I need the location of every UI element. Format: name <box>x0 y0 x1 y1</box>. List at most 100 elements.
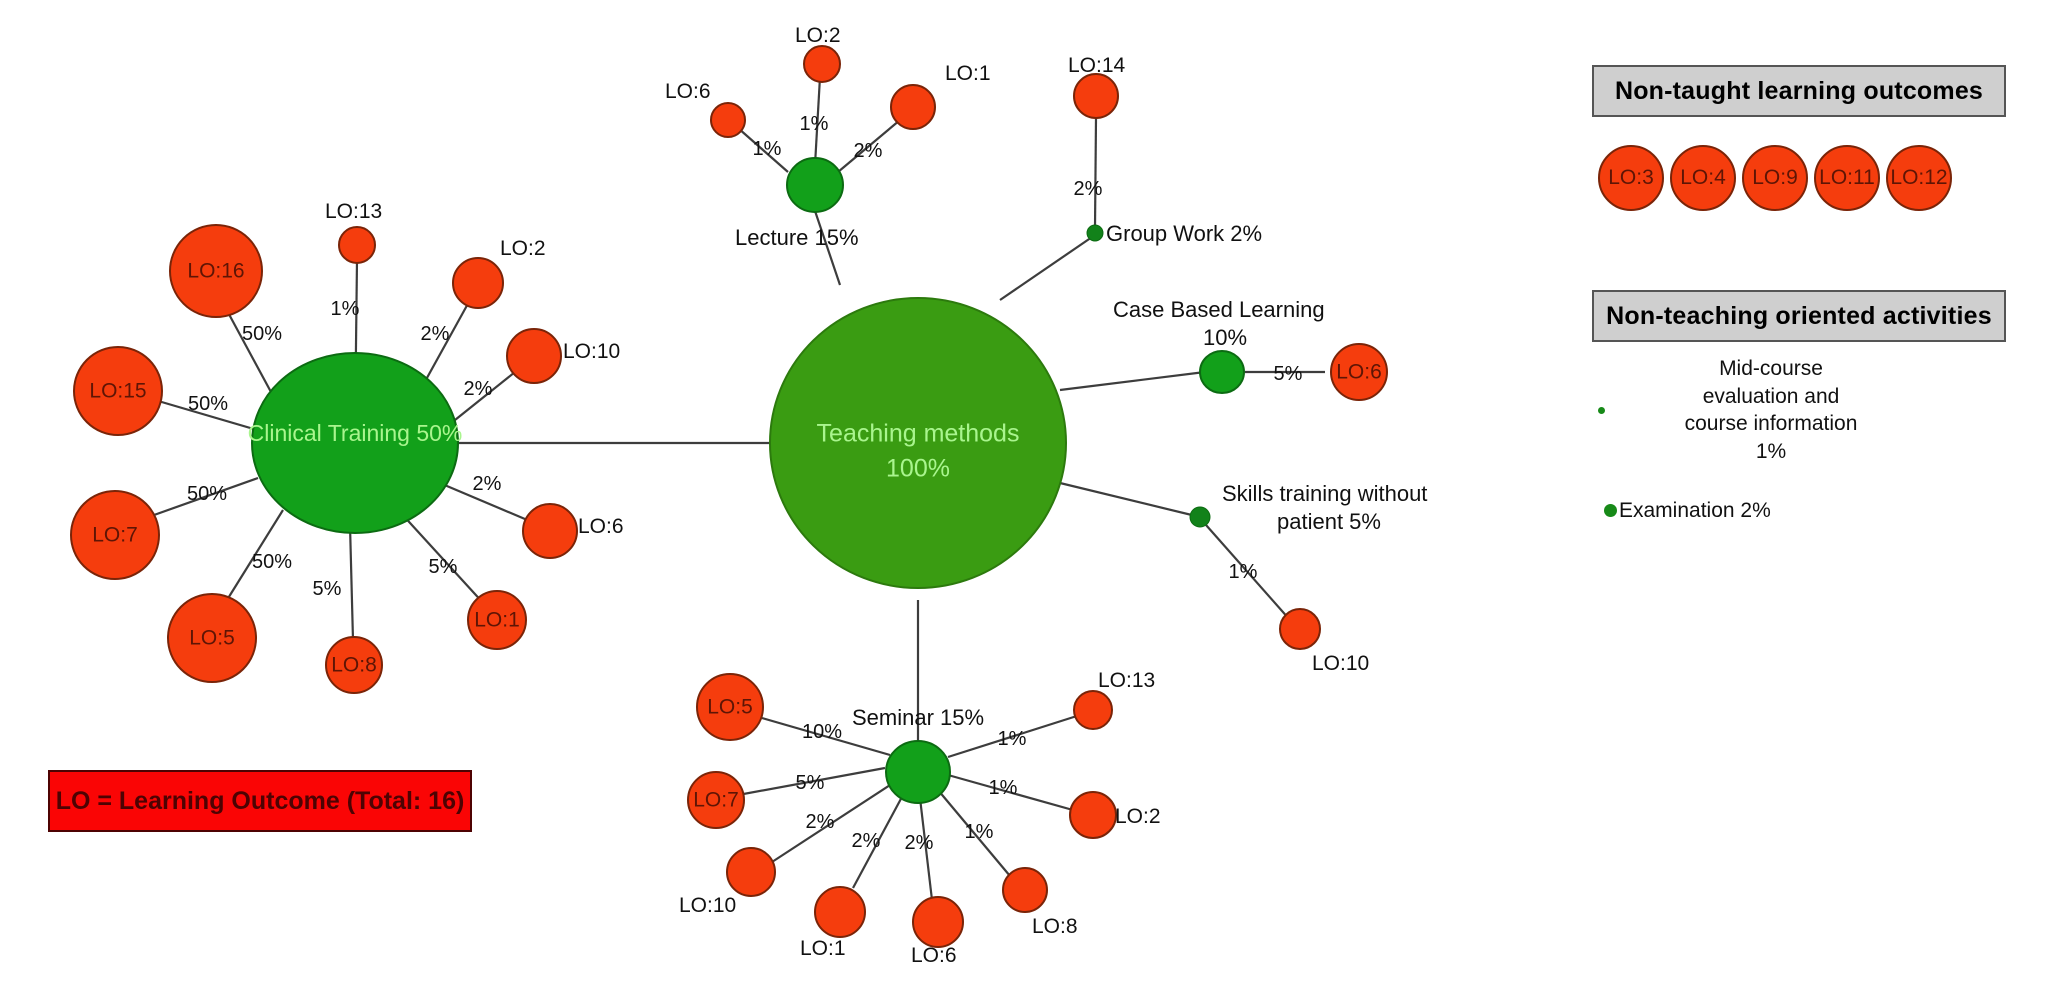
legend-lo-key: LO = Learning Outcome (Total: 16) <box>48 770 472 832</box>
legend-nontaught-header: Non-taught learning outcomes <box>1592 65 2006 117</box>
lo-node-clinical-8-label: LO:1 <box>474 609 520 632</box>
legend-lo-12-label: LO:12 <box>1890 166 1948 189</box>
lo-node-lecture-0-label: LO:6 <box>665 80 711 103</box>
lo-node-cbl-0[interactable] <box>1330 343 1388 401</box>
lo-node-skills-0[interactable] <box>1279 608 1321 650</box>
green-dot-icon <box>1598 406 1605 414</box>
lo-node-clinical-2-label: LO:7 <box>92 524 138 547</box>
lo-node-seminar-6-label: LO:2 <box>1115 805 1161 828</box>
legend-lo-9[interactable]: LO:9 <box>1742 145 1808 211</box>
lo-node-clinical-6-label: LO:10 <box>563 340 620 363</box>
legend-lo-4[interactable]: LO:4 <box>1670 145 1736 211</box>
green-dot-icon <box>1604 504 1617 518</box>
hub-skills-training-label-line2: patient 5% <box>1277 509 1381 534</box>
lo-node-seminar-1[interactable] <box>687 771 745 829</box>
cluster-seminar: Seminar 15% LO:5 10% LO:7 5% LO:10 2% LO… <box>679 669 1161 967</box>
edge-pct-clinical-0: 50% <box>242 323 282 345</box>
hub-case-based-learning-label-line1: Case Based Learning <box>1113 297 1325 322</box>
lo-node-seminar-2-label: LO:10 <box>679 894 736 917</box>
cluster-group-work: Group Work 2% LO:14 2% <box>1068 54 1262 246</box>
hub-case-based-learning-label-line2: 10% <box>1203 325 1247 350</box>
legend-item-mid-course-evaluation-label: Mid-course evaluation and course informati… <box>1611 355 1931 466</box>
lo-node-clinical-5[interactable] <box>452 257 504 309</box>
edge-pct-clinical-9: 5% <box>313 578 342 600</box>
lo-node-seminar-2[interactable] <box>726 847 776 897</box>
edge-lecture-LO6 <box>737 127 789 173</box>
hub-group-work-label: Group Work 2% <box>1106 221 1262 246</box>
edge-pct-cbl-0: 5% <box>1274 363 1303 385</box>
node-teaching-methods[interactable] <box>769 297 1067 589</box>
edge-root-to-lecture <box>811 204 842 286</box>
lo-node-clinical-1-label: LO:15 <box>89 380 146 403</box>
edge-clinical-LO8 <box>348 524 355 641</box>
lo-node-lecture-2[interactable] <box>890 84 936 130</box>
hub-lecture[interactable] <box>786 157 844 213</box>
edge-root-to-case-based-learning <box>1059 370 1206 392</box>
edge-pct-clinical-3: 50% <box>252 551 292 573</box>
legend-nontaught-items: LO:3 LO:4 LO:9 LO:11 LO:12 <box>1598 140 1998 216</box>
edge-pct-lecture-2: 2% <box>854 140 883 162</box>
edge-lecture-LO2 <box>813 76 822 166</box>
edge-seminar-LO5 <box>761 716 891 757</box>
lo-node-groupwork-0[interactable] <box>1073 73 1119 119</box>
hub-skills-training[interactable] <box>1189 506 1211 528</box>
lo-node-clinical-9[interactable] <box>325 636 383 694</box>
lo-node-clinical-1[interactable] <box>73 346 163 436</box>
lo-node-clinical-0[interactable] <box>169 224 263 318</box>
lo-node-seminar-6[interactable] <box>1069 791 1117 839</box>
cluster-lecture: Lecture 15% LO:6 1% LO:2 1% LO:1 2% <box>665 24 991 250</box>
edge-pct-clinical-4: 1% <box>331 298 360 320</box>
lo-node-clinical-8[interactable] <box>467 590 527 650</box>
legend-lo-11[interactable]: LO:11 <box>1814 145 1880 211</box>
edge-pct-seminar-6: 1% <box>989 777 1018 799</box>
lo-node-seminar-1-label: LO:7 <box>693 789 739 812</box>
lo-node-lecture-0[interactable] <box>710 102 746 138</box>
lo-node-seminar-4[interactable] <box>912 896 964 948</box>
hub-lecture-label: Lecture 15% <box>735 225 859 250</box>
edge-group-root <box>455 204 1206 755</box>
hub-seminar[interactable] <box>885 740 951 804</box>
edge-lecture-LO1 <box>837 119 901 173</box>
lo-node-seminar-7[interactable] <box>1073 690 1113 730</box>
hub-group-work[interactable] <box>1086 224 1104 242</box>
mid-course-line4: 1% <box>1755 440 1787 464</box>
edge-pct-seminar-3: 2% <box>852 830 881 852</box>
lo-node-seminar-0[interactable] <box>696 673 764 741</box>
hub-clinical-training[interactable] <box>251 352 459 534</box>
lo-node-cbl-0-label: LO:6 <box>1336 361 1382 384</box>
edge-seminar-LO6 <box>918 797 934 901</box>
edge-seminar-LO13 <box>947 713 1081 759</box>
edge-clinical-LO1 <box>399 511 486 606</box>
edge-pct-seminar-1: 5% <box>796 772 825 794</box>
edge-pct-clinical-6: 2% <box>464 378 493 400</box>
lo-node-clinical-3[interactable] <box>167 593 257 683</box>
lo-node-seminar-7-label: LO:13 <box>1098 669 1155 692</box>
legend-nonteaching-header-text: Non-teaching oriented activities <box>1606 301 1992 330</box>
edge-pct-clinical-8: 5% <box>429 556 458 578</box>
mid-course-line3: course information <box>1684 412 1858 436</box>
legend-item-examination[interactable]: Examination 2% <box>1604 497 1771 525</box>
legend-lo-12[interactable]: LO:12 <box>1886 145 1952 211</box>
cluster-skills-training: Skills training without patient 5% LO:10… <box>1189 481 1427 675</box>
lo-node-clinical-3-label: LO:5 <box>189 627 235 650</box>
lo-node-seminar-3[interactable] <box>814 886 866 938</box>
edge-clinical-LO7 <box>139 476 259 522</box>
lo-node-seminar-5[interactable] <box>1002 867 1048 913</box>
legend-lo-3[interactable]: LO:3 <box>1598 145 1664 211</box>
lo-node-clinical-2[interactable] <box>70 490 160 580</box>
lo-node-clinical-4-label: LO:13 <box>325 200 382 223</box>
lo-node-lecture-1[interactable] <box>803 45 841 83</box>
legend-item-mid-course-evaluation[interactable]: Mid-course evaluation and course informati… <box>1596 355 2016 466</box>
lo-node-clinical-7[interactable] <box>522 503 578 559</box>
edge-pct-lecture-1: 1% <box>800 113 829 135</box>
edge-seminar-LO7 <box>737 766 886 797</box>
edge-seminar-LO2 <box>947 773 1081 814</box>
edge-seminar-LO1 <box>852 794 904 889</box>
node-teaching-methods-label-line2: 100% <box>886 455 950 483</box>
hub-case-based-learning[interactable] <box>1199 350 1245 394</box>
hub-clinical-training-label: Clinical Training 50% <box>248 420 463 446</box>
lo-node-seminar-0-label: LO:5 <box>707 696 753 719</box>
lo-node-clinical-6[interactable] <box>506 328 562 384</box>
lo-node-clinical-4[interactable] <box>338 226 376 264</box>
